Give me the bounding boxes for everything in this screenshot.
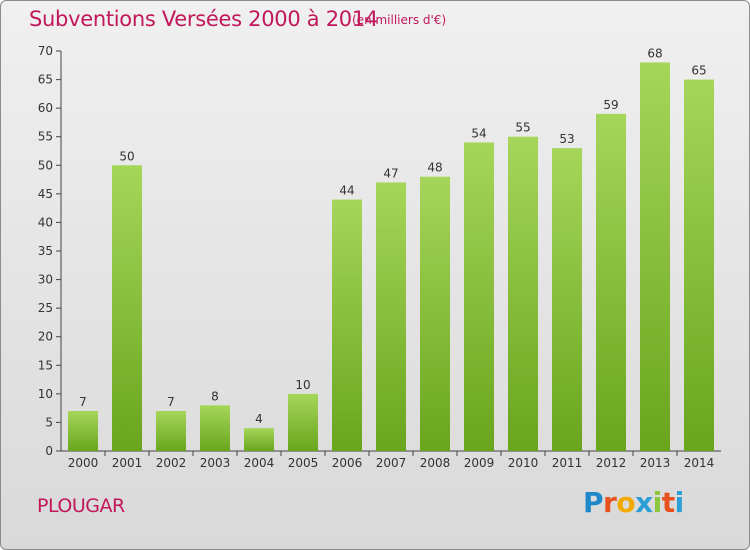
y-tick-label: 0 xyxy=(45,444,53,458)
x-tick-label-2008: 2008 xyxy=(420,456,451,470)
bar-2001 xyxy=(112,165,142,452)
x-tick-label-2014: 2014 xyxy=(684,456,715,470)
data-label-2001: 50 xyxy=(119,149,134,163)
bar-2006 xyxy=(332,199,362,451)
labels: 7 50 7 8 4 10 44 47 48 54 55 53 59 68 65 xyxy=(79,46,706,426)
y-tick-label: 65 xyxy=(38,73,53,87)
y-tick-label: 60 xyxy=(38,101,53,115)
bar-2010 xyxy=(508,136,538,451)
y-tick-label: 35 xyxy=(38,244,53,258)
x-tick-label-2000: 2000 xyxy=(68,456,99,470)
bar-2005 xyxy=(288,393,318,451)
data-label-2011: 53 xyxy=(559,132,574,146)
y-tick-label: 70 xyxy=(38,44,53,58)
bar-2004 xyxy=(244,428,274,451)
chart-subtitle: (en milliers d'€) xyxy=(352,13,447,27)
bar-2012 xyxy=(596,113,626,451)
x-tick-label-2006: 2006 xyxy=(332,456,363,470)
logo-letter: t xyxy=(661,486,675,519)
data-label-2006: 44 xyxy=(339,184,354,198)
data-label-2003: 8 xyxy=(211,389,219,403)
logo-letter: r xyxy=(603,486,617,519)
x-tick-label-2013: 2013 xyxy=(640,456,671,470)
y-tick-label: 15 xyxy=(38,358,53,372)
logo-letter: i xyxy=(652,486,663,519)
data-label-2010: 55 xyxy=(515,121,530,135)
x-tick-label-2007: 2007 xyxy=(376,456,407,470)
bar-2000 xyxy=(68,411,98,451)
bar-2014 xyxy=(684,79,714,452)
logo-letter: i xyxy=(674,486,685,519)
data-label-2004: 4 xyxy=(255,412,263,426)
data-label-2009: 54 xyxy=(471,126,486,140)
x-tick-label-2012: 2012 xyxy=(596,456,627,470)
bar-2013 xyxy=(640,62,670,452)
data-label-2002: 7 xyxy=(167,395,175,409)
axes: 0 5 10 15 20 25 30 35 40 45 50 55 60 65 70 2000 2001 2002… xyxy=(38,44,721,470)
x-tick-label-2011: 2011 xyxy=(552,456,583,470)
bar-2007 xyxy=(376,182,406,451)
x-tick-label-2009: 2009 xyxy=(464,456,495,470)
logo-letter: P xyxy=(583,486,604,519)
data-label-2000: 7 xyxy=(79,395,87,409)
y-tick-label: 10 xyxy=(38,387,53,401)
bars xyxy=(68,62,714,452)
x-tick-label-2004: 2004 xyxy=(244,456,275,470)
proxiti-logo[interactable]: Proxiti xyxy=(583,486,684,519)
y-tick-label: 45 xyxy=(38,187,53,201)
y-tick-label: 40 xyxy=(38,215,53,229)
y-tick-label: 25 xyxy=(38,301,53,315)
bar-2011 xyxy=(552,148,582,451)
data-label-2014: 65 xyxy=(691,64,706,78)
data-label-2012: 59 xyxy=(603,98,618,112)
y-tick-label: 20 xyxy=(38,330,53,344)
y-tick-label: 50 xyxy=(38,158,53,172)
y-tick-label: 5 xyxy=(45,415,53,429)
bar-2009 xyxy=(464,142,494,451)
x-tick-label-2003: 2003 xyxy=(200,456,231,470)
y-tick-label: 55 xyxy=(38,130,53,144)
x-tick-label-2002: 2002 xyxy=(156,456,187,470)
data-label-2013: 68 xyxy=(647,46,662,60)
chart-title: Subventions Versées 2000 à 2014 xyxy=(29,7,378,31)
commune-name: PLOUGAR xyxy=(37,495,125,517)
bar-2003 xyxy=(200,405,230,451)
data-label-2008: 48 xyxy=(427,161,442,175)
logo-letter: o xyxy=(616,486,636,519)
logo-letter: x xyxy=(635,486,653,519)
x-tick-label-2005: 2005 xyxy=(288,456,319,470)
bar-2008 xyxy=(420,176,450,451)
x-tick-label-2010: 2010 xyxy=(508,456,539,470)
data-label-2005: 10 xyxy=(295,378,310,392)
data-label-2007: 47 xyxy=(383,166,398,180)
y-tick-label: 30 xyxy=(38,273,53,287)
bar-2002 xyxy=(156,411,186,451)
x-tick-label-2001: 2001 xyxy=(112,456,143,470)
